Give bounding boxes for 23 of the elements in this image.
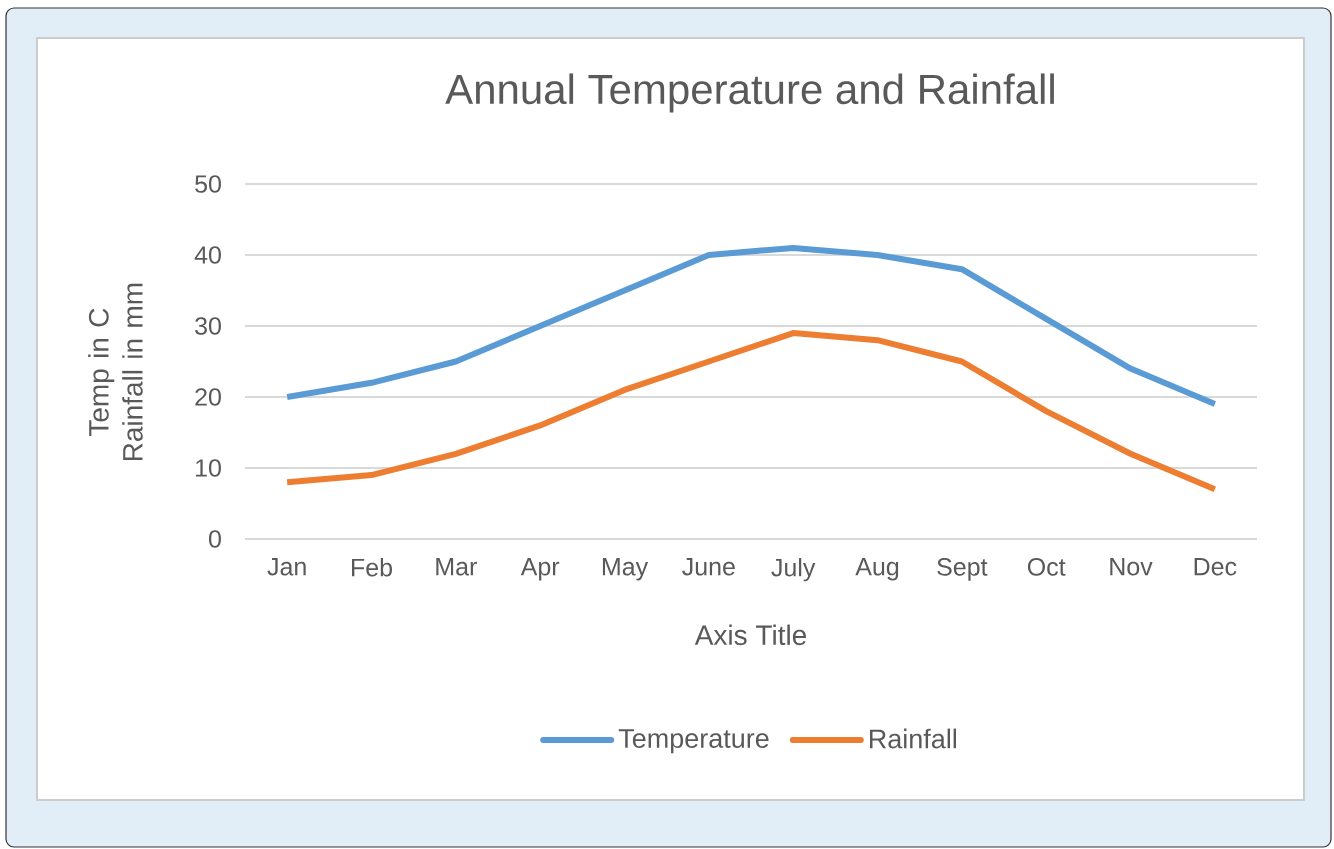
x-tick-label: July [771,558,816,582]
x-tick-label: Nov [1110,558,1153,576]
y-tick-label: 0 [209,530,221,548]
legend-label: Rainfall [869,728,956,749]
chart-title: Annual Temperature and Rainfall [445,73,1054,113]
x-tick-label: May [602,558,649,581]
x-axis-title: Axis Title [694,624,807,646]
y-axis-title: Temp in C Rainfall in mm [88,283,143,461]
x-tick-label: Apr [520,558,560,581]
x-tick-label: Sept [937,558,988,581]
y-tick-label: 30 [195,317,221,335]
x-tick-label: Mar [436,558,477,576]
x-tick-label: Jan [267,558,306,576]
x-tick-label: June [682,558,735,576]
legend-label: Temperature [618,729,769,754]
x-tick-label: Feb [352,558,392,577]
x-tick-label: Oct [1027,558,1066,576]
y-tick-label: 40 [194,246,221,264]
y-tick-label: 50 [195,175,221,193]
y-tick-label: 10 [196,459,221,477]
x-tick-label: Dec [1194,558,1237,576]
y-tick-label: 20 [195,388,221,406]
x-tick-label: Aug [855,558,899,581]
